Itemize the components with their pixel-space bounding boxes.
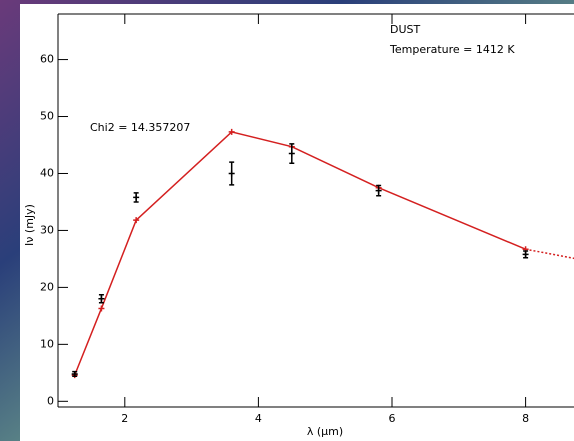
annotation: Chi2 = 14.357207 (90, 121, 190, 134)
annotation: DUST (390, 23, 421, 36)
x-axis-label: λ (μm) (307, 425, 343, 438)
y-tick-label: 10 (40, 337, 54, 350)
x-tick-label: 2 (121, 412, 128, 425)
y-tick-label: 20 (40, 280, 54, 293)
y-axis-label: Iν (mJy) (23, 204, 36, 246)
chart: DUST Temperature = 1412 K Chi2 = 14.3572… (0, 0, 574, 441)
y-tick-label: 0 (47, 394, 54, 407)
y-tick-label: 40 (40, 166, 54, 179)
x-tick-label: 6 (389, 412, 396, 425)
y-tick-label: 50 (40, 110, 54, 123)
y-tick-label: 30 (40, 223, 54, 236)
y-tick-label: 60 (40, 53, 54, 66)
annotation: Temperature = 1412 K (389, 43, 515, 56)
x-tick-label: 8 (522, 412, 529, 425)
plot-background (20, 4, 574, 441)
x-tick-label: 4 (255, 412, 262, 425)
